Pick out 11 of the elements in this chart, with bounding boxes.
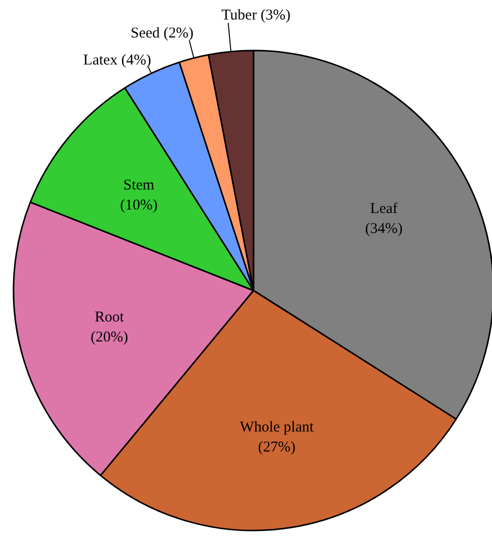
slice-label: Leaf bbox=[370, 200, 398, 217]
data-label: (27%) bbox=[258, 439, 296, 456]
slice-label: Latex (4%) bbox=[83, 52, 152, 68]
slice-label: Tuber (3%) bbox=[222, 8, 291, 24]
data-label: (10%) bbox=[120, 198, 158, 214]
slice-label: Stem bbox=[123, 178, 155, 194]
data-label: (20%) bbox=[90, 330, 128, 346]
data-label: (34%) bbox=[365, 220, 403, 237]
slice-label: Whole plant bbox=[240, 419, 314, 436]
slice-label: Root bbox=[94, 310, 125, 326]
slice-label: Seed (2%) bbox=[130, 26, 194, 42]
